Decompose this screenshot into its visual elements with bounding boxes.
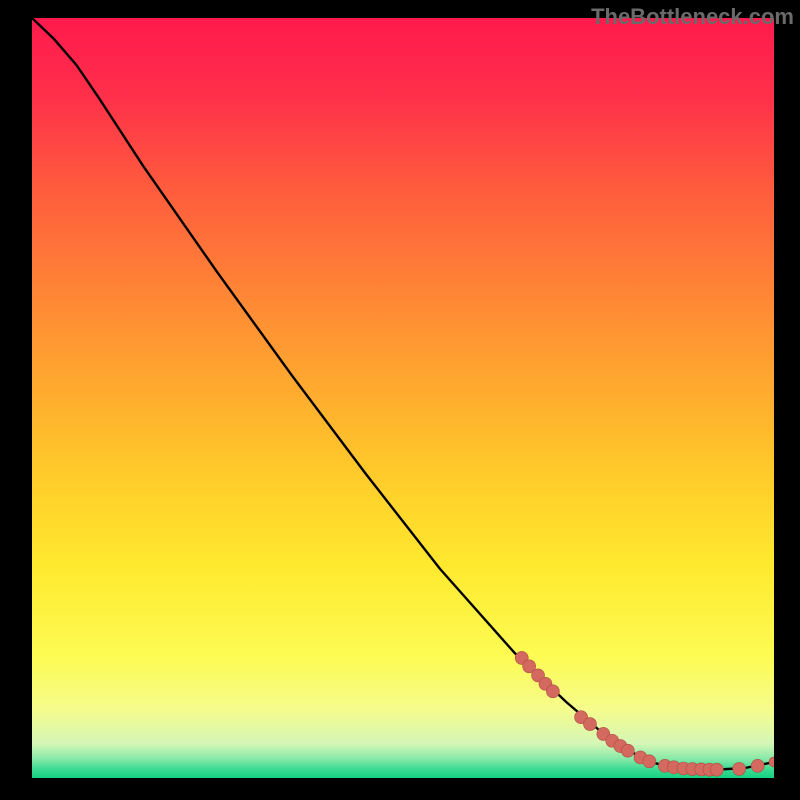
data-marker bbox=[621, 744, 634, 757]
data-marker-end bbox=[769, 757, 774, 767]
data-marker bbox=[751, 759, 764, 772]
data-marker bbox=[546, 685, 559, 698]
data-marker bbox=[583, 718, 596, 731]
chart-container: TheBottleneck.com bbox=[0, 0, 800, 800]
watermark-text: TheBottleneck.com bbox=[591, 4, 794, 30]
data-marker bbox=[733, 762, 746, 775]
bottleneck-curve bbox=[32, 18, 774, 770]
plot-area bbox=[32, 18, 774, 778]
data-marker bbox=[710, 763, 723, 776]
curve-layer bbox=[32, 18, 774, 778]
data-marker bbox=[643, 755, 656, 768]
data-markers bbox=[515, 651, 774, 776]
